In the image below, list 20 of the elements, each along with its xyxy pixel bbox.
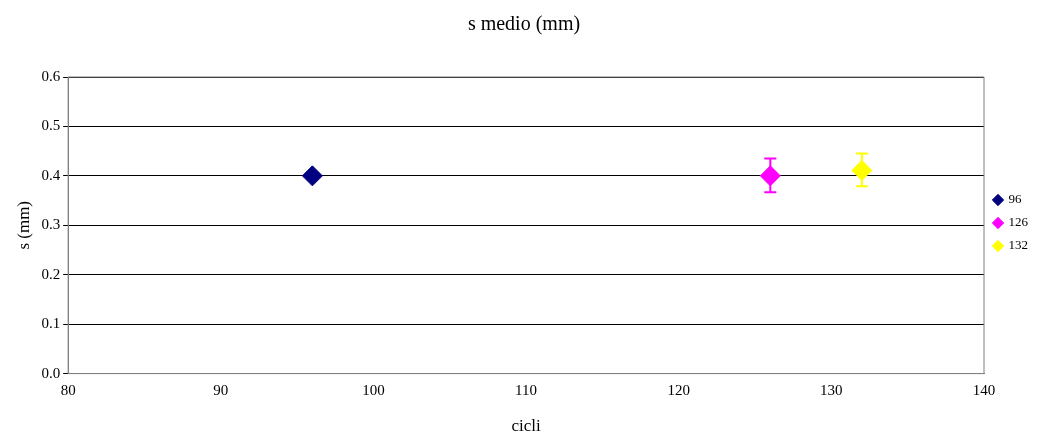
x-tick-label: 100 xyxy=(362,381,385,398)
x-tick-label: 80 xyxy=(60,381,76,398)
legend-label: 96 xyxy=(1008,191,1022,207)
x-tick-label: 140 xyxy=(972,381,996,398)
x-tick-label: 120 xyxy=(667,381,690,398)
y-tick-label: 0.0 xyxy=(41,364,61,381)
chart-title: s medio (mm) xyxy=(467,12,581,36)
y-axis-title: s (mm) xyxy=(13,200,33,250)
x-tick-label: 110 xyxy=(515,381,538,398)
y-tick-label: 0.1 xyxy=(41,315,61,332)
legend-label: 126 xyxy=(1008,214,1029,230)
y-tick-label: 0.3 xyxy=(41,216,61,233)
y-tick-label: 0.4 xyxy=(41,166,61,183)
y-tick-label: 0.6 xyxy=(41,67,61,84)
y-tick-label: 0.5 xyxy=(41,117,61,134)
x-axis-title: cicli xyxy=(511,416,541,436)
x-tick-label: 130 xyxy=(820,381,843,398)
y-tick-label: 0.2 xyxy=(41,265,61,282)
x-tick-label: 90 xyxy=(213,381,229,398)
legend-label: 132 xyxy=(1008,237,1028,253)
